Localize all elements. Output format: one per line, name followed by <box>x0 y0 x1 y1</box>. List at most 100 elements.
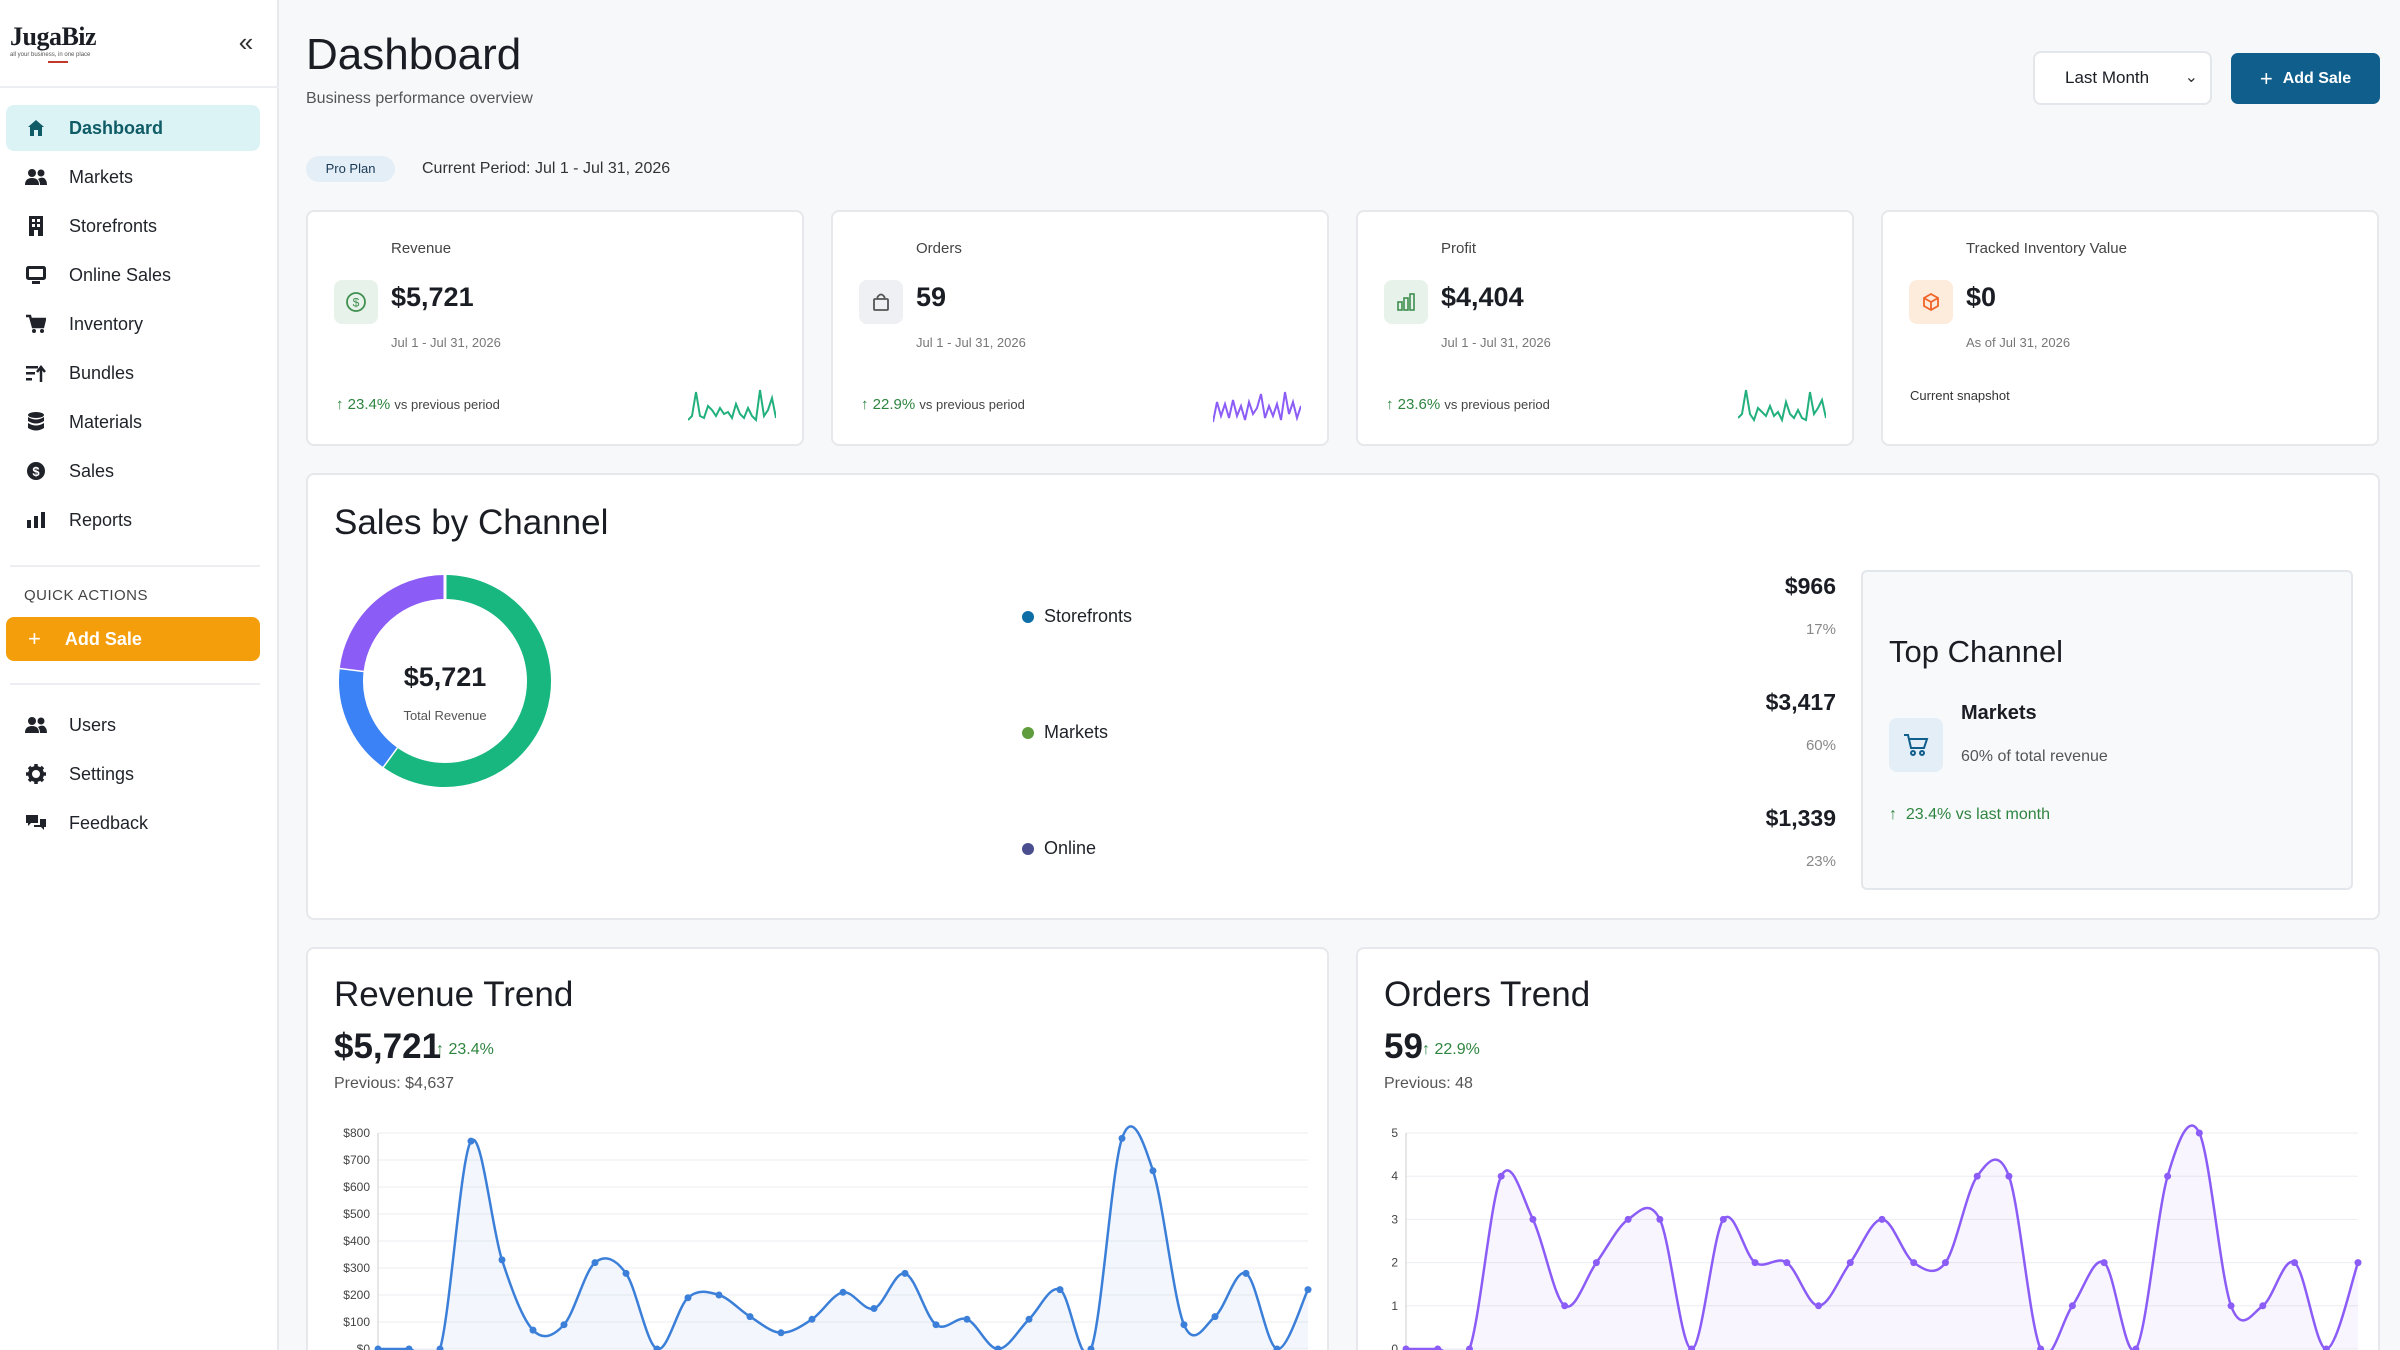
data-point[interactable] <box>2132 1345 2140 1350</box>
sidebar-item-bundles[interactable]: Bundles <box>6 350 260 396</box>
data-point[interactable] <box>653 1345 661 1350</box>
data-point[interactable] <box>405 1345 413 1350</box>
data-point[interactable] <box>1592 1259 1600 1267</box>
sidebar-item-reports[interactable]: Reports <box>6 497 260 543</box>
donut-slice[interactable] <box>339 667 398 767</box>
data-point[interactable] <box>684 1294 692 1302</box>
data-point[interactable] <box>808 1315 816 1323</box>
data-point[interactable] <box>746 1313 754 1321</box>
sidebar: JugaBiz all your business, in one place … <box>0 0 279 1350</box>
data-point[interactable] <box>1751 1259 1759 1267</box>
kpi-change-value: 23.4% <box>347 396 391 413</box>
data-point[interactable] <box>994 1345 1002 1350</box>
profit-sparkline <box>1738 389 1826 423</box>
data-point[interactable] <box>591 1259 599 1267</box>
sidebar-item-feedback[interactable]: Feedback <box>6 800 260 846</box>
data-point[interactable] <box>467 1137 475 1145</box>
data-point[interactable] <box>1087 1345 1095 1350</box>
sidebar-item-materials[interactable]: Materials <box>6 399 260 445</box>
data-point[interactable] <box>1118 1134 1126 1142</box>
legend-dot <box>1022 726 1034 739</box>
data-point[interactable] <box>1402 1345 1410 1350</box>
data-point[interactable] <box>1497 1172 1505 1180</box>
data-point[interactable] <box>498 1256 506 1264</box>
data-point[interactable] <box>2068 1302 2076 1310</box>
period-select[interactable]: Last Month ⌄ <box>2033 51 2212 105</box>
data-point[interactable] <box>1025 1315 1033 1323</box>
data-point[interactable] <box>777 1329 785 1337</box>
data-point[interactable] <box>2227 1302 2235 1310</box>
sidebar-item-markets[interactable]: Markets <box>6 154 260 200</box>
sidebar-item-sales[interactable]: $ Sales <box>6 448 260 494</box>
data-point[interactable] <box>839 1288 847 1296</box>
data-point[interactable] <box>2195 1129 2203 1137</box>
data-point[interactable] <box>1211 1313 1219 1321</box>
sidebar-item-label: Settings <box>69 763 135 784</box>
kpi-card-inventory[interactable]: Tracked Inventory Value $0 As of Jul 31,… <box>1881 210 2379 446</box>
kpi-card-profit[interactable]: Profit $4,404 Jul 1 - Jul 31, 2026 ↑ 23.… <box>1356 210 1854 446</box>
data-point[interactable] <box>436 1345 444 1350</box>
kpi-date: Jul 1 - Jul 31, 2026 <box>916 335 1026 350</box>
data-point[interactable] <box>1180 1321 1188 1329</box>
data-point[interactable] <box>560 1321 568 1329</box>
sidebar-item-storefronts[interactable]: Storefronts <box>6 203 260 249</box>
data-point[interactable] <box>1846 1259 1854 1267</box>
app-logo[interactable]: JugaBiz all your business, in one place <box>10 22 100 64</box>
data-point[interactable] <box>1815 1302 1823 1310</box>
sidebar-item-dashboard[interactable]: Dashboard <box>6 105 260 151</box>
add-sale-label: Add Sale <box>2282 69 2352 87</box>
users-icon <box>25 714 47 736</box>
data-point[interactable] <box>1529 1215 1537 1223</box>
sidebar-item-users[interactable]: Users <box>6 702 260 748</box>
sidebar-item-settings[interactable]: Settings <box>6 751 260 797</box>
data-point[interactable] <box>1434 1345 1442 1350</box>
data-point[interactable] <box>374 1345 382 1350</box>
data-point[interactable] <box>1783 1259 1791 1267</box>
data-point[interactable] <box>1878 1215 1886 1223</box>
app-name: JugaBiz <box>10 22 97 51</box>
data-point[interactable] <box>2354 1259 2362 1267</box>
data-point[interactable] <box>2259 1302 2267 1310</box>
data-point[interactable] <box>1304 1286 1312 1294</box>
sidebar-item-inventory[interactable]: Inventory <box>6 301 260 347</box>
data-point[interactable] <box>901 1269 909 1277</box>
data-point[interactable] <box>1624 1215 1632 1223</box>
data-point[interactable] <box>529 1326 537 1334</box>
data-point[interactable] <box>1465 1345 1473 1350</box>
data-point[interactable] <box>1242 1269 1250 1277</box>
kpi-card-orders[interactable]: Orders 59 Jul 1 - Jul 31, 2026 ↑ 22.9% v… <box>831 210 1329 446</box>
sidebar-item-online-sales[interactable]: Online Sales <box>6 252 260 298</box>
sales-by-channel-card: Sales by Channel $5,721 Total Revenue St… <box>306 473 2380 920</box>
data-point[interactable] <box>1056 1286 1064 1294</box>
kpi-card-revenue[interactable]: Revenue $ $5,721 Jul 1 - Jul 31, 2026 ↑ … <box>306 210 804 446</box>
top-channel-share: 60% of total revenue <box>1961 748 2108 765</box>
data-point[interactable] <box>1719 1215 1727 1223</box>
y-tick-label: 2 <box>1391 1256 1398 1270</box>
data-point[interactable] <box>1561 1302 1569 1310</box>
data-point[interactable] <box>870 1305 878 1312</box>
data-point[interactable] <box>932 1321 940 1329</box>
data-point[interactable] <box>1273 1345 1281 1350</box>
data-point[interactable] <box>1910 1259 1918 1267</box>
data-point[interactable] <box>2100 1259 2108 1267</box>
donut-slice[interactable] <box>339 575 446 672</box>
donut-slice[interactable] <box>382 575 551 787</box>
data-point[interactable] <box>1656 1215 1664 1223</box>
data-point[interactable] <box>1688 1345 1696 1350</box>
data-point[interactable] <box>1973 1172 1981 1180</box>
data-point[interactable] <box>715 1291 723 1299</box>
data-point[interactable] <box>963 1315 971 1323</box>
data-point[interactable] <box>2322 1345 2330 1350</box>
add-sale-button[interactable]: + Add Sale <box>2231 53 2380 104</box>
data-point[interactable] <box>2037 1345 2045 1350</box>
quick-add-sale-label: Add Sale <box>64 628 142 649</box>
collapse-sidebar-icon[interactable]: « <box>238 27 254 57</box>
data-point[interactable] <box>1941 1259 1949 1267</box>
legend-markets: Markets <box>1022 722 1108 743</box>
data-point[interactable] <box>2005 1172 2013 1180</box>
data-point[interactable] <box>2291 1259 2299 1267</box>
data-point[interactable] <box>1149 1167 1157 1175</box>
data-point[interactable] <box>622 1269 630 1277</box>
data-point[interactable] <box>2164 1172 2172 1180</box>
quick-add-sale-button[interactable]: + Add Sale <box>6 617 260 661</box>
